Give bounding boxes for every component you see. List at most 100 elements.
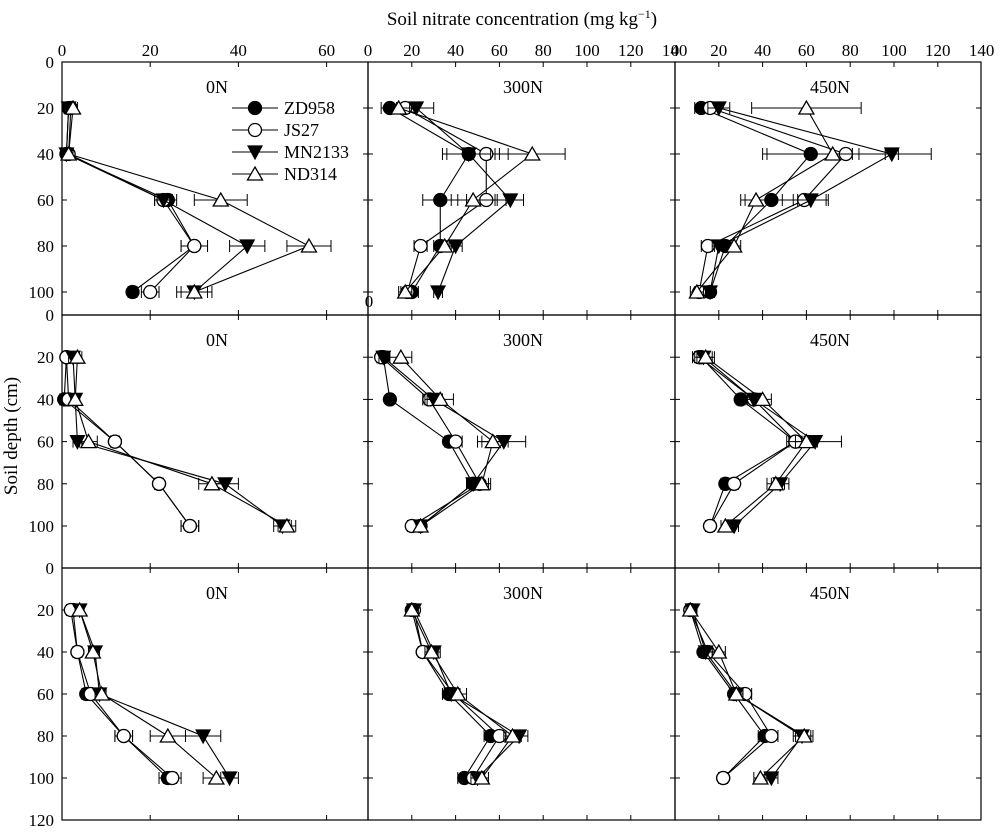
data-point: [688, 283, 706, 299]
data-point: [726, 519, 743, 535]
data-point: [449, 685, 467, 701]
data-point: [79, 433, 98, 449]
panel-r2-c0: 0N: [61, 567, 369, 821]
y-tick-label: 80: [37, 237, 54, 256]
data-point: [84, 643, 102, 659]
series-MN2133: [702, 101, 932, 301]
series-JS27: [691, 350, 805, 534]
data-point: [681, 601, 699, 617]
data-point: [763, 771, 780, 787]
data-point: [431, 391, 449, 407]
data-point: [797, 433, 816, 449]
series-line: [68, 107, 311, 293]
data-point: [413, 238, 428, 254]
series-ZD958: [65, 602, 178, 786]
series-JS27: [373, 350, 489, 534]
data-point: [392, 348, 410, 364]
data-point: [697, 645, 714, 661]
series-ZD958: [683, 602, 772, 786]
data-point: [64, 99, 82, 115]
legend-marker: [246, 165, 264, 181]
x-tick-label: 140: [969, 41, 995, 60]
y-tick-label: 80: [37, 475, 54, 494]
data-point: [187, 238, 202, 254]
y-tick-label: 0: [46, 53, 55, 72]
panel-label: 300N: [503, 583, 543, 603]
x-tick-label: 20: [403, 41, 420, 60]
panel-r0-c1: 300N: [367, 61, 676, 316]
data-point: [484, 433, 502, 449]
data-point: [70, 644, 85, 660]
data-point: [68, 348, 87, 364]
x-axis-col-0: 0 20 40 60: [58, 41, 335, 60]
x-tick-label: 80: [535, 41, 552, 60]
y-axis-row-2: 0 20 40 60 80 100 120: [29, 559, 55, 830]
legend-label: ZD958: [284, 98, 335, 118]
y-tick-label: 0: [46, 559, 55, 578]
panel-label: 0N: [206, 583, 228, 603]
panel-frame: [674, 61, 982, 316]
series-line: [700, 356, 797, 527]
panel-r2-c2: 450N: [674, 567, 982, 821]
series-ZD958: [694, 350, 803, 534]
x-tick-label: 60: [318, 41, 335, 60]
series-ND314: [681, 601, 814, 785]
series-ND314: [387, 99, 566, 299]
data-point: [300, 237, 318, 253]
data-point: [473, 475, 491, 491]
panel-r1-c1: 300N: [367, 314, 676, 569]
data-point: [375, 350, 392, 366]
y-tick-label: 100: [29, 517, 55, 536]
data-point: [203, 475, 221, 491]
data-point: [448, 434, 463, 449]
data-point: [185, 283, 203, 299]
x-tick-label: 0: [364, 41, 373, 60]
legend-label: JS27: [284, 120, 319, 140]
data-point: [503, 727, 522, 743]
series-JS27: [61, 100, 209, 300]
data-point: [447, 239, 464, 255]
panel-label: 300N: [503, 77, 543, 97]
y-tick-label: 60: [37, 433, 54, 452]
series-ZD958: [59, 100, 209, 300]
x-tick-label: 20: [710, 41, 727, 60]
legend-label: MN2133: [284, 142, 349, 162]
y-tick-label: 0: [365, 292, 374, 311]
data-point: [143, 284, 158, 300]
series-ND314: [59, 99, 332, 299]
data-point: [436, 237, 454, 253]
series-JS27: [691, 100, 886, 300]
x-tick-label: 120: [618, 41, 644, 60]
x-tick-label: 60: [491, 41, 508, 60]
series-MN2133: [65, 350, 292, 535]
data-point: [473, 769, 491, 785]
series-ND314: [696, 348, 818, 533]
x-tick-label: 80: [842, 41, 859, 60]
data-point: [159, 727, 177, 743]
data-point: [212, 191, 230, 207]
x-tick-label: 60: [798, 41, 815, 60]
series-line: [72, 357, 283, 527]
data-point: [753, 391, 772, 407]
data-point: [767, 475, 785, 491]
panel-label: 0N: [206, 330, 228, 350]
data-point: [795, 727, 813, 743]
series-ND314: [403, 601, 522, 785]
y-tick-label: 60: [37, 191, 54, 210]
x-axis-title: Soil nitrate concentration (mg kg−1): [387, 7, 657, 30]
panel-label: 0N: [206, 77, 228, 97]
data-point: [802, 193, 819, 209]
panel-label: 450N: [810, 583, 850, 603]
x-tick-label: 40: [230, 41, 247, 60]
x-axis-col-2: 0 20 40 60 80 100 120 140: [671, 41, 995, 60]
data-point: [433, 192, 448, 208]
legend-label: ND314: [284, 164, 337, 184]
data-point: [403, 601, 421, 617]
y-tick-label: 20: [37, 601, 54, 620]
data-point: [716, 517, 734, 533]
series-line: [380, 356, 481, 527]
